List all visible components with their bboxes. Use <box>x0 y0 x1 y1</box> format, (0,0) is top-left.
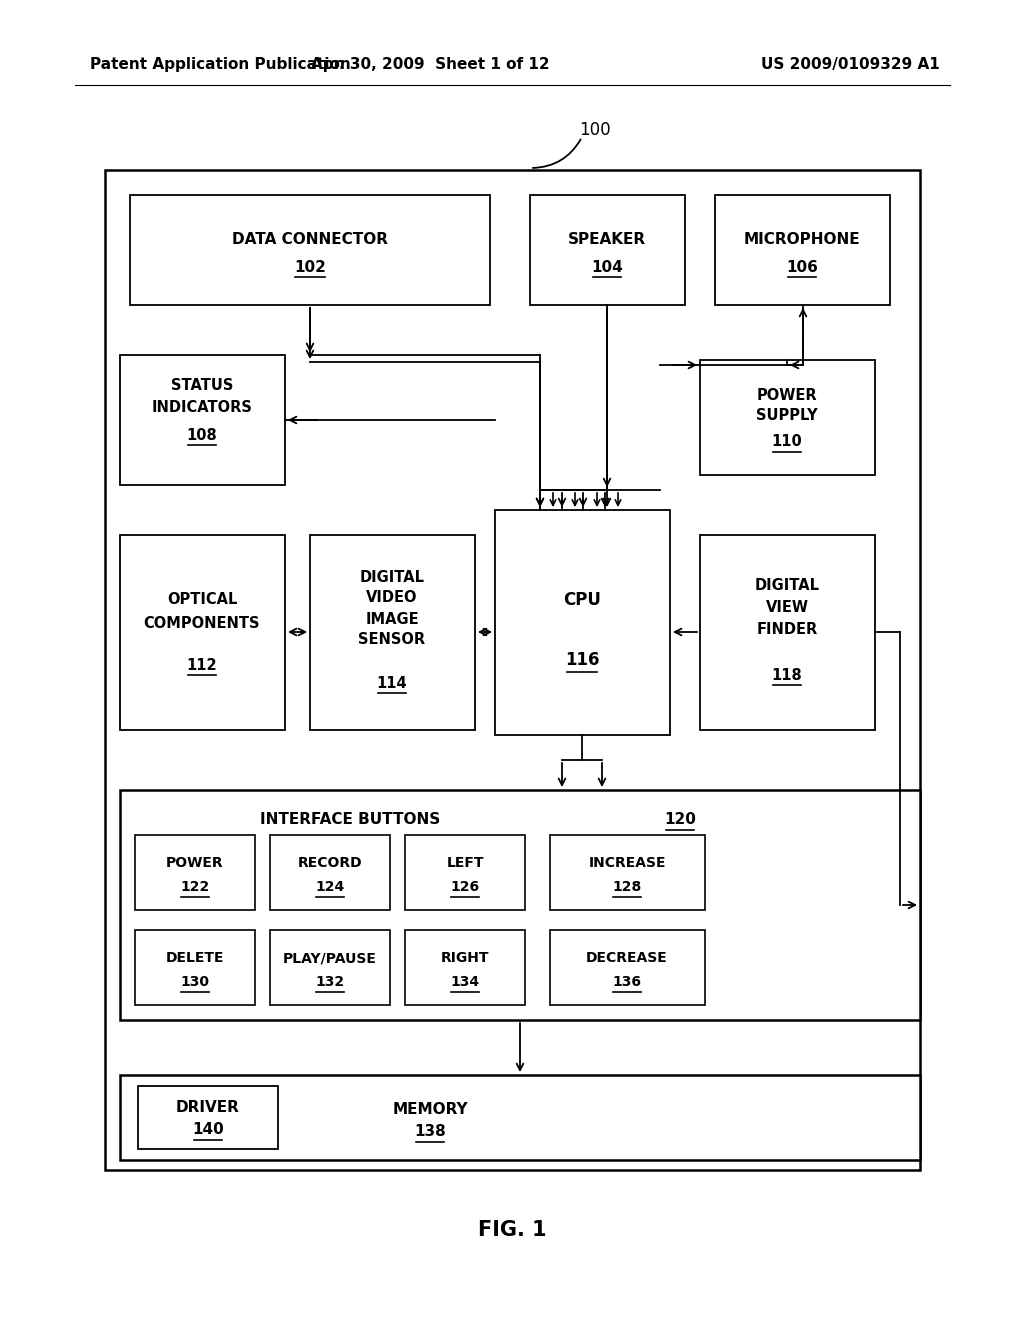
Bar <box>130 195 490 305</box>
Text: CPU: CPU <box>563 591 601 609</box>
Text: RECORD: RECORD <box>298 855 362 870</box>
Text: 102: 102 <box>294 260 326 275</box>
Text: 122: 122 <box>180 880 210 894</box>
Bar <box>550 931 705 1005</box>
Text: 126: 126 <box>451 880 479 894</box>
Bar <box>700 535 874 730</box>
Text: DELETE: DELETE <box>166 950 224 965</box>
Bar <box>120 789 920 1020</box>
Bar <box>120 535 285 730</box>
Text: STATUS: STATUS <box>171 378 233 392</box>
Bar <box>406 836 525 909</box>
Text: INTERFACE BUTTONS: INTERFACE BUTTONS <box>260 813 440 828</box>
Text: FINDER: FINDER <box>757 622 817 636</box>
Text: RIGHT: RIGHT <box>440 950 489 965</box>
Text: SPEAKER: SPEAKER <box>568 232 646 248</box>
Text: US 2009/0109329 A1: US 2009/0109329 A1 <box>761 58 940 73</box>
Bar <box>550 836 705 909</box>
Text: Apr. 30, 2009  Sheet 1 of 12: Apr. 30, 2009 Sheet 1 of 12 <box>310 58 549 73</box>
Text: 106: 106 <box>786 260 818 275</box>
Text: 136: 136 <box>612 975 641 989</box>
Text: MICROPHONE: MICROPHONE <box>743 232 860 248</box>
Bar <box>135 836 255 909</box>
Text: INDICATORS: INDICATORS <box>152 400 253 414</box>
Text: 116: 116 <box>565 651 599 669</box>
Text: 118: 118 <box>772 668 803 682</box>
Bar <box>270 931 390 1005</box>
Text: DRIVER: DRIVER <box>176 1101 240 1115</box>
Text: 128: 128 <box>612 880 642 894</box>
Text: OPTICAL: OPTICAL <box>167 593 238 607</box>
Text: SUPPLY: SUPPLY <box>756 408 818 424</box>
Text: 108: 108 <box>186 428 217 442</box>
Text: LEFT: LEFT <box>446 855 483 870</box>
Text: INCREASE: INCREASE <box>588 855 666 870</box>
Bar <box>495 510 670 735</box>
Text: FIG. 1: FIG. 1 <box>477 1220 547 1239</box>
Text: PLAY/PAUSE: PLAY/PAUSE <box>283 950 377 965</box>
Text: DECREASE: DECREASE <box>586 950 668 965</box>
Text: 100: 100 <box>580 121 610 139</box>
Bar <box>700 360 874 475</box>
Bar <box>138 1086 278 1148</box>
Bar <box>530 195 685 305</box>
Text: COMPONENTS: COMPONENTS <box>143 615 260 631</box>
Text: 110: 110 <box>772 434 803 450</box>
Bar <box>270 836 390 909</box>
Text: POWER: POWER <box>166 855 224 870</box>
Text: POWER: POWER <box>757 388 817 403</box>
Text: SENSOR: SENSOR <box>358 632 426 648</box>
Text: 134: 134 <box>451 975 479 989</box>
Bar <box>120 355 285 484</box>
Text: VIEW: VIEW <box>766 599 809 615</box>
Text: 120: 120 <box>664 813 696 828</box>
Text: 104: 104 <box>591 260 623 275</box>
Text: 124: 124 <box>315 880 345 894</box>
FancyArrowPatch shape <box>532 140 581 168</box>
Text: VIDEO: VIDEO <box>367 590 418 606</box>
Text: 138: 138 <box>414 1125 445 1139</box>
Text: DIGITAL: DIGITAL <box>359 569 425 585</box>
Text: Patent Application Publication: Patent Application Publication <box>90 58 351 73</box>
Text: 112: 112 <box>186 657 217 672</box>
Bar <box>105 170 920 1170</box>
Text: IMAGE: IMAGE <box>366 611 419 627</box>
Bar <box>715 195 890 305</box>
Bar <box>120 1074 920 1160</box>
Text: 132: 132 <box>315 975 344 989</box>
Bar <box>135 931 255 1005</box>
Bar <box>406 931 525 1005</box>
Text: DATA CONNECTOR: DATA CONNECTOR <box>232 232 388 248</box>
Text: 140: 140 <box>193 1122 224 1138</box>
Bar <box>310 535 475 730</box>
Text: DIGITAL: DIGITAL <box>755 578 819 593</box>
Text: 114: 114 <box>377 676 408 690</box>
Text: 130: 130 <box>180 975 210 989</box>
Text: MEMORY: MEMORY <box>392 1102 468 1118</box>
